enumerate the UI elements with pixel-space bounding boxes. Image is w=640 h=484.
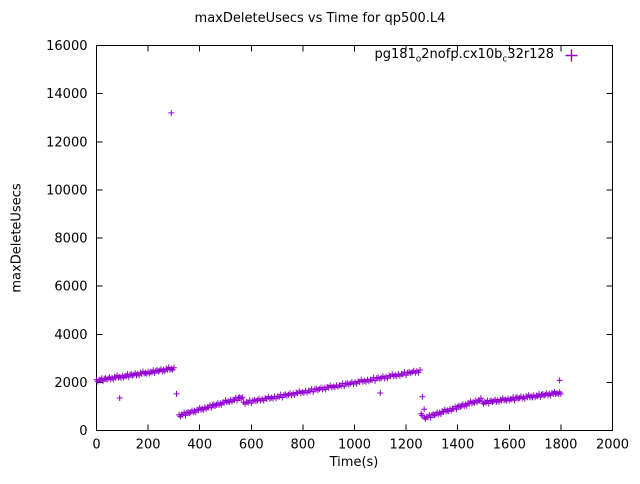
y-tick-label: 14000 xyxy=(46,87,87,102)
x-tick-label: 1000 xyxy=(338,438,371,453)
y-axis-label: maxDeleteUsecs xyxy=(9,183,25,293)
legend-subscript: o xyxy=(415,54,422,65)
x-tick-label: 1800 xyxy=(544,438,577,453)
legend-series-label: pg181o2nofp.cx10bc32r128 xyxy=(374,47,554,65)
y-tick-label: 10000 xyxy=(46,183,87,198)
legend-text-part: 32r128 xyxy=(507,47,554,62)
y-tick-label: 2000 xyxy=(54,376,87,391)
legend-subscript: c xyxy=(502,54,508,65)
chart-title: maxDeleteUsecs vs Time for qp500.L4 xyxy=(194,11,446,26)
x-tick-label: 200 xyxy=(136,438,161,453)
x-axis-label: Time(s) xyxy=(329,455,379,470)
x-tick-label: 0 xyxy=(92,438,100,453)
y-tick-label: 0 xyxy=(79,424,87,439)
x-tick-label: 1600 xyxy=(493,438,526,453)
x-tick-label: 1400 xyxy=(441,438,474,453)
x-tick-label: 1200 xyxy=(390,438,423,453)
y-tick-label: 12000 xyxy=(46,135,87,150)
legend-plus-marker-icon xyxy=(565,49,578,62)
legend-text-part: pg181 xyxy=(374,47,416,62)
x-tick-label: 600 xyxy=(239,438,264,453)
x-tick-label: 400 xyxy=(187,438,212,453)
y-tick-label: 16000 xyxy=(46,39,87,54)
series-points xyxy=(93,109,564,422)
y-tick-label: 8000 xyxy=(54,232,87,247)
y-tick-label: 6000 xyxy=(54,280,87,295)
plot-border-and-ticks xyxy=(96,45,613,431)
x-tick-label: 800 xyxy=(290,438,315,453)
y-tick-label: 4000 xyxy=(54,328,87,343)
x-tick-label: 2000 xyxy=(596,438,629,453)
legend: pg181o2nofp.cx10bc32r128 xyxy=(374,47,578,65)
legend-text-part: 2nofp.cx10b xyxy=(421,47,503,62)
